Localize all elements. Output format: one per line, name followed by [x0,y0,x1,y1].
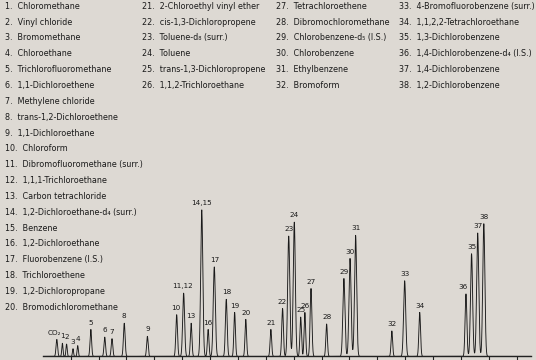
Text: 19: 19 [230,302,239,309]
Text: 9: 9 [145,327,150,333]
Text: 30: 30 [345,248,355,255]
Text: 22: 22 [278,299,287,305]
Text: 17.  Fluorobenzene (I.S.): 17. Fluorobenzene (I.S.) [5,255,103,264]
Text: CO₂: CO₂ [48,330,61,336]
Text: 24: 24 [289,212,299,218]
Text: 20.  Bromodichloromethane: 20. Bromodichloromethane [5,303,118,312]
Text: 1: 1 [60,333,65,339]
Text: 6.  1,1-Dichloroethene: 6. 1,1-Dichloroethene [5,81,95,90]
Text: 2.  Vinyl chloride: 2. Vinyl chloride [5,18,72,27]
Text: 32: 32 [387,321,397,327]
Text: 5: 5 [88,320,93,325]
Text: 37.  1,4-Dichlorobenzene: 37. 1,4-Dichlorobenzene [399,65,500,74]
Text: 4.  Chloroethane: 4. Chloroethane [5,49,72,58]
Text: 22.  cis-1,3-Dichloropropene: 22. cis-1,3-Dichloropropene [142,18,256,27]
Text: 26.  1,1,2-Trichloroethane: 26. 1,1,2-Trichloroethane [142,81,244,90]
Text: 29: 29 [339,269,348,275]
Text: 10.  Chloroform: 10. Chloroform [5,144,68,153]
Text: 17: 17 [210,257,219,263]
Text: 35.  1,3-Dichlorobenzene: 35. 1,3-Dichlorobenzene [399,33,500,42]
Text: 32.  Bromoform: 32. Bromoform [276,81,339,90]
Text: 13.  Carbon tetrachloride: 13. Carbon tetrachloride [5,192,107,201]
Text: 36: 36 [459,284,468,290]
Text: 38.  1,2-Dichlorobenzene: 38. 1,2-Dichlorobenzene [399,81,500,90]
Text: 36.  1,4-Dichlorobenzene-d₄ (I.S.): 36. 1,4-Dichlorobenzene-d₄ (I.S.) [399,49,532,58]
Text: 20: 20 [241,310,250,315]
Text: 4: 4 [76,336,80,342]
Text: 10: 10 [170,305,180,311]
Text: 33: 33 [400,271,410,277]
Text: 18: 18 [222,289,231,296]
Text: 7.  Methylene chloride: 7. Methylene chloride [5,97,95,106]
Text: 19.  1,2-Dichloropropane: 19. 1,2-Dichloropropane [5,287,105,296]
Text: 21.  2-Chloroethyl vinyl ether: 21. 2-Chloroethyl vinyl ether [142,2,259,11]
Text: 37: 37 [473,223,482,229]
Text: 33.  4-Bromofluorobenzene (surr.): 33. 4-Bromofluorobenzene (surr.) [399,2,535,11]
Text: 3.  Bromomethane: 3. Bromomethane [5,33,81,42]
Text: 18.  Trichloroethene: 18. Trichloroethene [5,271,85,280]
Text: 11,12: 11,12 [172,283,193,289]
Text: 27: 27 [307,279,316,285]
Text: 34.  1,1,2,2-Tetrachloroethane: 34. 1,1,2,2-Tetrachloroethane [399,18,519,27]
Text: 1.  Chloromethane: 1. Chloromethane [5,2,80,11]
Text: 11.  Dibromofluoromethane (surr.): 11. Dibromofluoromethane (surr.) [5,160,143,169]
Text: 25.  trans-1,3-Dichloropropene: 25. trans-1,3-Dichloropropene [142,65,265,74]
Text: 5.  Trichlorofluoromethane: 5. Trichlorofluoromethane [5,65,111,74]
Text: 30.  Chlorobenzene: 30. Chlorobenzene [276,49,354,58]
Text: 25: 25 [296,307,306,313]
Text: 14.  1,2-Dichloroethane-d₄ (surr.): 14. 1,2-Dichloroethane-d₄ (surr.) [5,208,137,217]
Text: 28: 28 [322,314,331,320]
Text: 27.  Tetrachloroethene: 27. Tetrachloroethene [276,2,367,11]
Text: 16.  1,2-Dichloroethane: 16. 1,2-Dichloroethane [5,239,100,248]
Text: 31.  Ethylbenzene: 31. Ethylbenzene [276,65,348,74]
Text: 9.  1,1-Dichloroethane: 9. 1,1-Dichloroethane [5,129,95,138]
Text: 15.  Benzene: 15. Benzene [5,224,58,233]
Text: 38: 38 [479,214,488,220]
Text: 13: 13 [187,314,196,319]
Text: 21: 21 [266,320,276,325]
Text: 26: 26 [300,303,309,309]
Text: 7: 7 [110,329,114,335]
Text: 28.  Dibromochloromethane: 28. Dibromochloromethane [276,18,390,27]
Text: 34: 34 [415,302,425,309]
Text: 31: 31 [351,225,360,231]
Text: 12.  1,1,1-Trichloroethane: 12. 1,1,1-Trichloroethane [5,176,107,185]
Text: 23: 23 [284,226,293,232]
Text: 14,15: 14,15 [191,200,212,206]
Text: 2: 2 [64,334,69,340]
Text: 35: 35 [467,244,476,250]
Text: 6: 6 [102,327,107,333]
Text: 29.  Chlorobenzene-d₅ (I.S.): 29. Chlorobenzene-d₅ (I.S.) [276,33,386,42]
Text: 8: 8 [122,313,126,319]
Text: 16: 16 [204,320,213,325]
Text: 23.  Toluene-d₈ (surr.): 23. Toluene-d₈ (surr.) [142,33,228,42]
Text: 8.  trans-1,2-Dichloroethene: 8. trans-1,2-Dichloroethene [5,113,118,122]
Text: 3: 3 [71,339,75,345]
Text: 24.  Toluene: 24. Toluene [142,49,190,58]
